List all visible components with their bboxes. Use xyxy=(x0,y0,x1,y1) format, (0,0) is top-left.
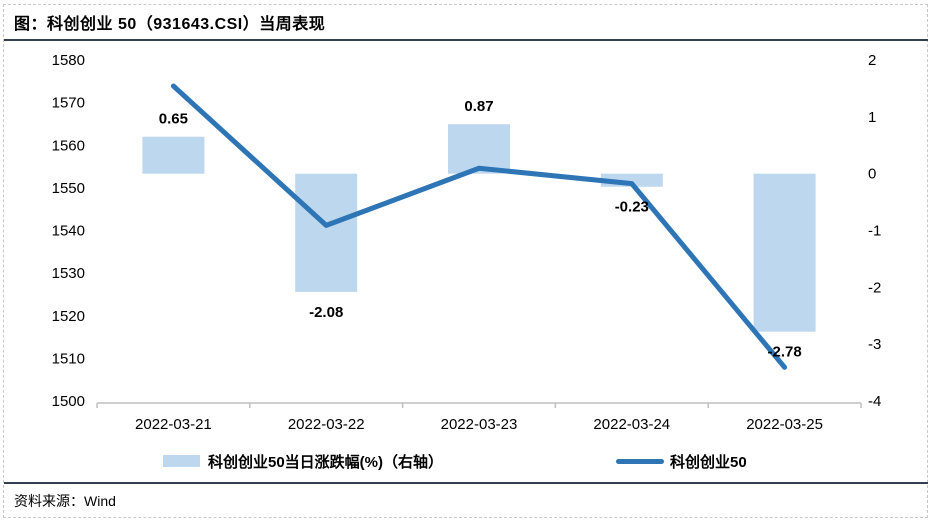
x-axis-category-label: 2022-03-24 xyxy=(593,416,670,433)
bar-data-label: -2.08 xyxy=(309,304,343,321)
x-axis-category-label: 2022-03-23 xyxy=(441,416,518,433)
figure-title: 图：科创创业 50（931643.CSI）当周表现 xyxy=(14,16,326,33)
bar-daily-change xyxy=(448,124,510,174)
legend-label-bar-series: 科创创业50当日涨跌幅(%)（右轴） xyxy=(208,453,444,471)
legend-item-line-series: 科创创业50 xyxy=(616,452,747,471)
index-line xyxy=(170,83,788,370)
footer-divider xyxy=(4,482,928,484)
legend-item-bar-series: 科创创业50当日涨跌幅(%)（右轴） xyxy=(163,452,444,471)
right-axis-tick-label: -3 xyxy=(868,336,881,353)
left-axis-tick-label: 1570 xyxy=(52,95,85,112)
x-axis-category-label: 2022-03-22 xyxy=(288,416,365,433)
bar-daily-change xyxy=(753,173,816,332)
title-divider xyxy=(4,39,928,41)
left-axis-tick-label: 1580 xyxy=(52,52,85,69)
bar-daily-change xyxy=(142,136,205,174)
left-axis-tick-label: 1530 xyxy=(52,265,85,282)
bar-series-swatch xyxy=(163,455,200,467)
bar-daily-change xyxy=(295,173,358,292)
bar-data-label: -2.78 xyxy=(767,344,801,361)
right-axis-tick-label: 0 xyxy=(868,166,876,183)
right-axis-tick-label: -4 xyxy=(868,393,881,410)
bar-data-label: -0.23 xyxy=(615,199,649,216)
right-axis-tick-label: 2 xyxy=(868,52,876,69)
right-axis-tick-label: 1 xyxy=(868,109,876,126)
left-axis-tick-label: 1550 xyxy=(52,180,85,197)
x-axis-category-label: 2022-03-21 xyxy=(135,416,212,433)
line-series-swatch xyxy=(616,458,664,464)
legend-label-line-series: 科创创业50 xyxy=(670,453,747,471)
bar-data-label: 0.87 xyxy=(464,98,493,115)
right-axis-tick-label: -1 xyxy=(868,223,881,240)
left-axis-tick-label: 1520 xyxy=(52,308,85,325)
x-axis-category-label: 2022-03-25 xyxy=(746,416,823,433)
left-axis-tick-label: 1510 xyxy=(52,350,85,367)
right-axis-tick-label: -2 xyxy=(868,279,881,296)
bar-data-label: 0.65 xyxy=(159,111,188,128)
left-axis-tick-label: 1500 xyxy=(52,393,85,410)
left-axis-tick-label: 1540 xyxy=(52,223,85,240)
data-source-text: 资料来源：Wind xyxy=(14,493,116,509)
left-axis-tick-label: 1560 xyxy=(52,137,85,154)
